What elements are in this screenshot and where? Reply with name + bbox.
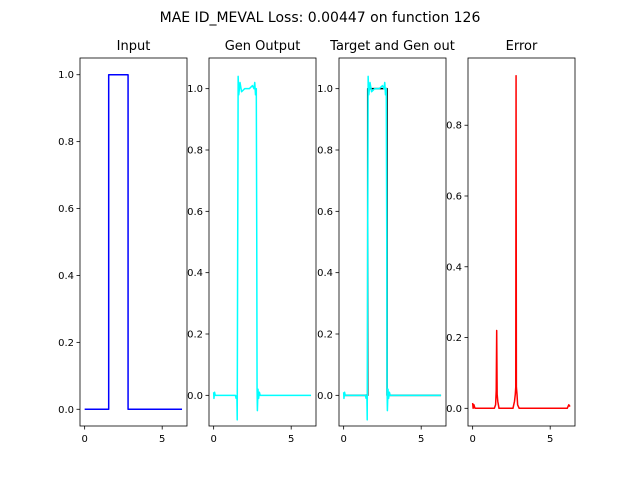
x-tick-label: 0	[340, 434, 346, 445]
y-tick-label: 0.0	[446, 404, 462, 415]
y-tick-label: 0.6	[58, 204, 74, 215]
y-tick-label: 1.0	[187, 84, 203, 95]
y-tick-label: 0.0	[187, 391, 203, 402]
y-tick-label: 0.2	[317, 330, 333, 341]
subplot-title: Input	[117, 39, 151, 54]
x-tick-label: 0	[469, 434, 475, 445]
axes-frame	[338, 57, 447, 427]
y-tick-label: 0.6	[317, 207, 333, 218]
y-tick-label: 0.8	[446, 121, 462, 132]
y-tick-label: 0.0	[58, 405, 74, 416]
subplot-1: 0 5 0.0 0.2 0.4 0.6 0.8 1.0 Input	[58, 39, 188, 445]
x-tick-label: 5	[547, 434, 553, 445]
series-line-2	[342, 75, 442, 421]
y-tick-label: 0.4	[446, 262, 462, 273]
y-tick-label: 0.2	[187, 330, 203, 341]
subplot-3: 0 5 0.0 0.2 0.4 0.6 0.8 1.0 Target and Gen out	[317, 39, 455, 445]
figure-suptitle: MAE ID_MEVAL Loss: 0.00447 on function 1…	[160, 10, 481, 26]
y-tick-label: 0.4	[317, 268, 333, 279]
x-tick-label: 0	[81, 434, 87, 445]
y-tick-label: 0.4	[187, 268, 203, 279]
axes-frame	[208, 57, 317, 427]
y-tick-label: 0.8	[187, 146, 203, 157]
subplot-title: Gen Output	[225, 39, 301, 54]
x-tick-label: 0	[210, 434, 216, 445]
series-line-1	[84, 73, 183, 411]
axes-frame	[79, 57, 188, 427]
y-tick-label: 0.6	[446, 192, 462, 203]
x-tick-label: 5	[159, 434, 165, 445]
y-tick-label: 0.4	[58, 271, 74, 282]
x-tick-label: 5	[418, 434, 424, 445]
y-tick-label: 1.0	[317, 84, 333, 95]
subplot-title: Target and Gen out	[329, 39, 455, 54]
x-tick-label: 5	[288, 434, 294, 445]
y-tick-label: 0.0	[317, 391, 333, 402]
subplot-4: 0 5 0.0 0.2 0.4 0.6 0.8 Error	[446, 39, 576, 445]
y-tick-label: 0.2	[58, 338, 74, 349]
subplot-2: 0 5 0.0 0.2 0.4 0.6 0.8 1.0 Gen Output	[187, 39, 317, 445]
y-tick-label: 0.2	[446, 333, 462, 344]
y-tick-label: 0.8	[58, 137, 74, 148]
subplot-title: Error	[506, 39, 538, 54]
y-tick-label: 0.6	[187, 207, 203, 218]
series-line-1	[471, 74, 571, 410]
y-tick-label: 1.0	[58, 70, 74, 81]
y-tick-label: 0.8	[317, 146, 333, 157]
series-line-1	[212, 75, 312, 421]
axes-frame	[467, 57, 576, 427]
